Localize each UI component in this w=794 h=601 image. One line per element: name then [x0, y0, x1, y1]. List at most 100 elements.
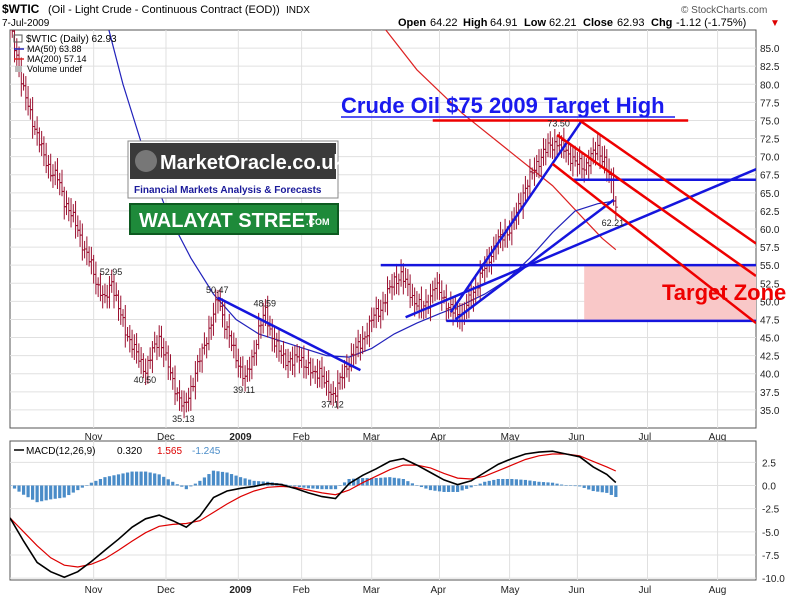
- macd-hist-bar: [40, 485, 44, 502]
- macd-hist-bar: [555, 483, 559, 486]
- macd-legend: MACD(12,26,9) 0.320 1.565 -1.245: [14, 446, 221, 457]
- macd-hist-bar: [587, 485, 591, 490]
- macd-hist-bar: [302, 485, 306, 488]
- macd-hist-bar: [582, 485, 586, 488]
- target-high-headline: Crude Oil $75 2009 Target High: [341, 93, 665, 118]
- macd-date-axis: Nov Dec 2009 Feb Mar Apr May Jun Jul Aug: [85, 585, 727, 596]
- macd-hist-bar: [184, 485, 188, 490]
- macd-lines: [10, 450, 617, 579]
- price-label: 73.50: [547, 118, 570, 128]
- macd-hist-bar: [370, 478, 374, 486]
- macd-hist-bar: [487, 480, 491, 486]
- macd-hist-bar: [248, 479, 252, 486]
- macd-hist-bar: [578, 485, 582, 487]
- macd-hist-bar: [347, 478, 351, 486]
- macd-hist-bar: [541, 482, 546, 486]
- macd-hist-bar: [116, 474, 121, 486]
- macd-hist-bar: [198, 480, 202, 486]
- macd-hist-bar: [207, 474, 211, 486]
- market-oracle-title: MarketOracle.co.uk: [160, 152, 345, 174]
- price-tick-label: 37.5: [760, 388, 780, 399]
- chg-value: -1.12 (-1.75%): [676, 17, 746, 29]
- macd-hist-bar: [352, 478, 356, 486]
- macd-hist-bar: [478, 483, 482, 486]
- legend-swatch-volume: [15, 66, 22, 72]
- price-label: 62.21: [602, 218, 625, 228]
- macd-axis: 2.5 0.0 -2.5 -5.0 -7.5 -10.0: [762, 458, 785, 585]
- macd-hist-bar: [514, 479, 518, 486]
- macd-hist-bar: [474, 485, 478, 486]
- macd-hist-bar: [401, 478, 405, 486]
- price-label: 37.12: [321, 400, 344, 410]
- macd-hist-bar: [315, 485, 320, 489]
- quote-date: 7-Jul-2009: [2, 18, 50, 29]
- chg-label: Chg: [651, 17, 672, 29]
- macd-hist-bar: [26, 485, 30, 498]
- macd-hist-bar: [288, 485, 292, 486]
- macd-hist-bar: [433, 485, 437, 491]
- macd-hist-bar: [121, 473, 125, 486]
- target-zone-rect: [584, 265, 756, 321]
- price-tick-label: 57.5: [760, 243, 780, 254]
- macd-hist-bar: [94, 480, 98, 486]
- macd-hist-bar: [342, 482, 347, 486]
- macd-hist-bar: [175, 484, 179, 486]
- price-tick-label: 75.0: [760, 116, 780, 127]
- macd-hist-bar: [591, 485, 595, 492]
- date-tick-label: Nov: [85, 432, 103, 443]
- macd-hist-bar: [71, 485, 75, 493]
- price-axis: 35.0 37.5 40.0 42.5 45.0 47.5 50.0 52.5 55.0 57.5…: [760, 44, 780, 417]
- macd-hist-bar: [428, 485, 433, 491]
- macd-hist-bar: [324, 485, 329, 490]
- macd-hist-bar: [62, 485, 66, 498]
- price-label: 39.11: [233, 385, 255, 395]
- macd-date-tick-label: 2009: [229, 585, 252, 596]
- market-oracle-tagline: Financial Markets Analysis & Forecasts: [134, 185, 322, 196]
- macd-date-tick-label: Aug: [709, 585, 727, 596]
- price-tick-label: 60.0: [760, 225, 780, 236]
- macd-hist-bar: [361, 478, 365, 486]
- macd-hist-bar: [306, 485, 310, 489]
- macd-hist-bar: [374, 478, 378, 486]
- macd-hist-bar: [410, 483, 414, 486]
- macd-hist-bar: [383, 477, 387, 486]
- macd-tick-label: 2.5: [762, 458, 776, 469]
- price-tick-label: 65.0: [760, 189, 780, 200]
- macd-hist-bar: [211, 470, 216, 486]
- macd-panel: [9, 440, 757, 581]
- macd-hist-bar: [356, 478, 360, 486]
- price-tick-label: 70.0: [760, 153, 780, 164]
- macd-hist-bar: [193, 483, 197, 486]
- price-tick-label: 67.5: [760, 171, 780, 182]
- red-trendline: [578, 119, 756, 245]
- macd-hist-bar: [501, 478, 505, 486]
- price-tick-label: 45.0: [760, 334, 780, 345]
- date-tick-label: Jul: [638, 432, 651, 443]
- macd-hist-bar: [107, 476, 112, 486]
- symbol-title: $WTIC: [2, 2, 40, 16]
- price-tick-label: 77.5: [760, 98, 780, 109]
- macd-hist-bar: [238, 477, 243, 486]
- macd-hist-bar: [297, 485, 301, 488]
- macd-hist-bar: [148, 472, 152, 486]
- blue-trendline: [454, 199, 615, 321]
- macd-hist-bar: [35, 485, 39, 503]
- macd-hist-bar: [510, 478, 514, 486]
- macd-hist-bar: [202, 477, 207, 486]
- chart-legend: $WTIC (Daily) 62.93 MA(50) 63.88 MA(200)…: [13, 34, 117, 74]
- macd-hist-bar: [469, 485, 473, 488]
- oracle-figure-icon: [135, 150, 157, 172]
- macd-hist-bar: [320, 485, 324, 490]
- macd-hist-bar: [58, 485, 62, 499]
- macd-hist-bar: [220, 471, 225, 486]
- macd-hist-bar: [483, 481, 487, 486]
- macd-date-tick-label: Apr: [431, 585, 447, 596]
- price-tick-label: 55.0: [760, 261, 780, 272]
- macd-tick-label: -5.0: [762, 528, 780, 539]
- macd-hist-bar: [392, 477, 396, 486]
- macd-hist-bar: [365, 478, 369, 486]
- price-bars: [10, 30, 618, 419]
- macd-hist-bar: [614, 485, 618, 498]
- macd-line: [10, 450, 617, 579]
- macd-hist-bar: [234, 475, 238, 486]
